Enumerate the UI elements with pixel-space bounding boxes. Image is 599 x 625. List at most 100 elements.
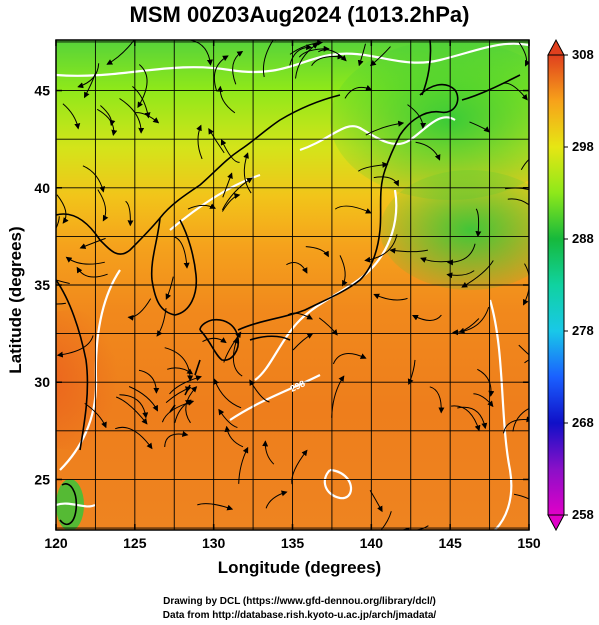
streamline [127,298,152,321]
x-tick-label: 150 [517,535,541,551]
streamline [501,82,528,101]
streamline [164,347,194,382]
streamline [165,276,174,300]
streamline [292,333,314,351]
streamline [262,40,277,78]
map-area: 298 [56,40,529,530]
y-tick-label: 35 [34,277,50,293]
streamline [119,98,145,134]
streamline [518,42,529,67]
streamline [116,396,148,425]
streamline [412,314,442,321]
china-east-coast [56,279,89,451]
streamline [187,203,216,210]
streamline [523,263,529,306]
streamline [457,406,488,430]
mainland-coast [56,94,341,255]
streamline [520,158,529,170]
streamline [364,234,398,263]
streamline [216,85,236,114]
streamline [128,386,158,412]
y-tick-label: 45 [34,83,50,99]
streamline [218,408,238,428]
streamline [97,189,109,222]
y-axis-ticks: 25 30 35 40 45 [34,83,529,487]
streamline [373,176,399,187]
streamline [119,394,149,419]
streamline [106,40,135,65]
streamline [357,43,366,67]
colorbar-ticks: 258 268 278 288 298 308 [564,47,594,522]
streamline [77,63,100,89]
x-axis-ticks: 120 125 130 135 140 145 150 [44,40,541,551]
streamline [84,73,96,99]
streamline [380,511,392,530]
streamline [513,493,529,500]
streamline [132,86,151,119]
x-tick-label: 125 [123,535,147,551]
y-axis-label: Latitude (degrees) [6,226,25,374]
streamline [365,120,405,136]
streamline [125,200,134,227]
streamline [473,393,494,408]
streamline [298,45,330,58]
streamline [373,293,408,301]
streamline [56,335,94,358]
streamline [197,503,234,511]
colorbar-tick-label: 258 [572,507,594,522]
streamline [524,359,529,364]
streamline [156,308,167,337]
kuril-coast [461,74,521,101]
streamline [451,405,481,432]
streamline [161,399,195,423]
korea-coast [150,217,198,316]
streamline [469,121,490,133]
streamline [76,266,108,278]
colorbar-top-arrow [547,38,565,56]
y-tick-label: 25 [34,471,50,487]
streamline [202,337,227,344]
streamline [196,124,203,160]
x-tick-label: 120 [44,535,68,551]
x-tick-label: 145 [438,535,462,551]
streamline [56,302,66,305]
japan-shikoku-coast [249,335,291,341]
map-title: MSM 00Z03Aug2024 (1013.2hPa) [129,2,470,27]
streamline [507,198,529,206]
colorbar-tick-label: 268 [572,415,594,430]
streamline [446,243,476,266]
streamline [415,141,441,161]
credit-drawing: Drawing by DCL (https://www.gfd-dennou.o… [163,596,436,607]
streamline [167,367,194,375]
streamline [56,216,60,230]
streamline [249,379,270,403]
streamline [137,64,148,109]
streamline [138,369,160,394]
streamline [407,104,427,129]
streamline [339,255,348,287]
y-tick-label: 40 [34,180,50,196]
streamline [169,375,202,395]
streamline [265,490,288,509]
streamline [369,46,391,67]
streamline [208,128,225,154]
streamline [527,46,529,49]
streamline [305,246,329,258]
streamline [221,177,253,211]
streamline [291,449,308,485]
streamline [165,386,192,403]
streamline [289,44,313,66]
streamline [100,105,116,127]
colorbar-tick-label: 288 [572,231,594,246]
streamline [238,446,249,484]
streamline [223,331,242,363]
taiwan-coast [59,483,78,526]
streamline [332,353,367,365]
streamline [79,237,106,249]
x-tick-label: 130 [202,535,226,551]
lat-lon-grid [56,40,529,530]
streamline [311,53,344,67]
streamline [115,426,153,450]
streamline [357,161,389,172]
